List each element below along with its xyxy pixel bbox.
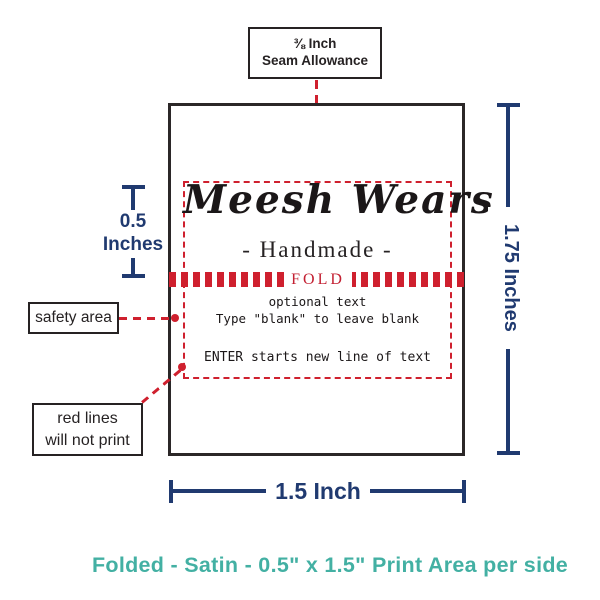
- full-height-measurement-label: 1.75 Inches: [488, 207, 533, 349]
- brand-name-text: Meesh Wears: [183, 177, 495, 223]
- red-lines-callout-line2: will not print: [45, 431, 130, 449]
- fold-height-measurement-label: 0.5 Inches: [100, 210, 166, 258]
- optional-text-hint: optional text Type "blank" to leave blan…: [183, 294, 452, 328]
- seam-allowance-callout: ⅜ Inch Seam Allowance: [248, 27, 382, 79]
- fold-height-value: 0.5: [119, 211, 147, 233]
- seam-allowance-line1: ⅜ Inch: [293, 36, 337, 52]
- safety-area-callout: safety area: [28, 302, 119, 334]
- bottom-measure-cap-left: [169, 480, 173, 503]
- left-measure-cap-top: [122, 185, 145, 189]
- left-measure-cap-bottom: [122, 274, 145, 278]
- full-height-value: 1.75 Inches: [500, 224, 522, 332]
- fold-label-text: FOLD: [291, 270, 345, 288]
- fold-label-box: FOLD: [284, 267, 352, 292]
- safety-pointer-dot-icon: [171, 314, 179, 322]
- right-measure-cap-bottom: [497, 451, 520, 455]
- optional-text-line2: Type "blank" to leave blank: [215, 310, 420, 326]
- seam-allowance-line2: Seam Allowance: [261, 53, 369, 68]
- safety-area-callout-text: safety area: [35, 309, 112, 327]
- right-measure-cap-top: [497, 103, 520, 107]
- width-measurement-label: 1.5 Inch: [266, 469, 370, 513]
- tagline-text: - Handmade -: [242, 237, 393, 262]
- fold-height-unit: Inches: [102, 234, 164, 255]
- bottom-measure-cap-right: [462, 480, 466, 503]
- enter-key-hint: ENTER starts new line of text: [204, 350, 431, 365]
- safety-pointer-dashed-line: [119, 317, 172, 320]
- optional-text-line1: optional text: [268, 294, 367, 309]
- red-lines-callout-line1: red lines: [57, 409, 118, 427]
- red-lines-pointer-dot-icon: [178, 363, 186, 371]
- product-caption: Folded - Satin - 0.5" x 1.5" Print Area …: [91, 553, 569, 577]
- red-lines-callout: red lines will not print: [32, 403, 143, 456]
- width-value: 1.5 Inch: [275, 477, 361, 504]
